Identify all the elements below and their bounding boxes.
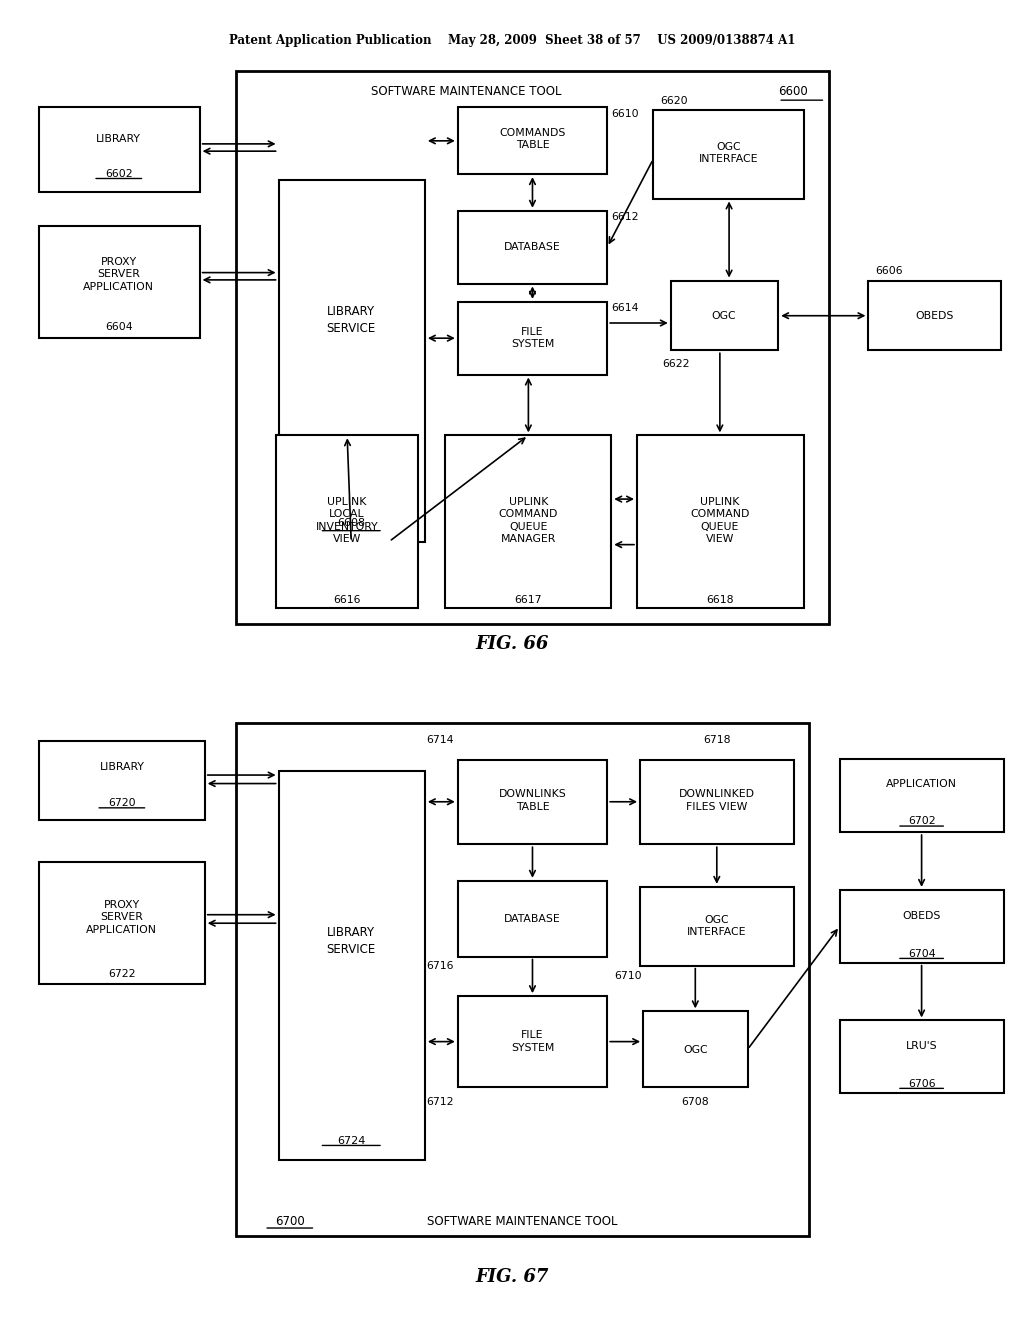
Text: 6708: 6708 [682, 1097, 709, 1106]
Text: 6612: 6612 [611, 211, 639, 222]
Text: 6712: 6712 [427, 1097, 454, 1106]
Text: 6608: 6608 [337, 519, 366, 528]
Text: PROXY
SERVER
APPLICATION: PROXY SERVER APPLICATION [86, 900, 158, 935]
Text: 6610: 6610 [611, 108, 639, 119]
Text: PROXY
SERVER
APPLICATION: PROXY SERVER APPLICATION [83, 257, 155, 292]
Text: 6722: 6722 [109, 969, 135, 978]
Text: 6714: 6714 [427, 735, 454, 744]
Bar [39, 226, 200, 338]
Text: FILE
SYSTEM: FILE SYSTEM [511, 1031, 554, 1053]
Bar [671, 281, 778, 350]
Bar [840, 890, 1004, 962]
Bar [39, 741, 205, 820]
Bar [39, 107, 200, 193]
Text: 6718: 6718 [703, 735, 730, 744]
Text: 6622: 6622 [663, 359, 689, 368]
Text: 6724: 6724 [337, 1135, 366, 1146]
Text: DOWNLINKED
FILES VIEW: DOWNLINKED FILES VIEW [679, 789, 755, 812]
Text: UPLINK
LOCAL
INVENTORY
VIEW: UPLINK LOCAL INVENTORY VIEW [315, 496, 379, 544]
Text: OBEDS: OBEDS [902, 911, 941, 921]
Bar [637, 436, 804, 609]
Bar [640, 760, 794, 845]
Text: 6617: 6617 [515, 595, 542, 606]
Text: 6604: 6604 [105, 322, 132, 333]
Bar [653, 111, 804, 198]
Bar [458, 880, 607, 957]
Text: OGC: OGC [683, 1044, 708, 1055]
Text: 6606: 6606 [876, 267, 903, 276]
Bar [840, 759, 1004, 832]
Bar [39, 862, 205, 983]
Text: 6700: 6700 [274, 1216, 305, 1229]
Text: 6720: 6720 [109, 799, 135, 808]
Bar [236, 723, 809, 1236]
Text: OGC
INTERFACE: OGC INTERFACE [699, 141, 759, 164]
Text: 6702: 6702 [908, 816, 935, 826]
Text: DATABASE: DATABASE [504, 913, 561, 924]
Text: COMMANDS
TABLE: COMMANDS TABLE [500, 128, 565, 150]
Bar [236, 71, 829, 623]
Text: SOFTWARE MAINTENANCE TOOL: SOFTWARE MAINTENANCE TOOL [427, 1216, 617, 1229]
Text: 6618: 6618 [707, 595, 733, 606]
Text: OGC
INTERFACE: OGC INTERFACE [687, 915, 746, 937]
Bar [458, 107, 607, 174]
Text: 6704: 6704 [908, 949, 935, 958]
Text: UPLINK
COMMAND
QUEUE
MANAGER: UPLINK COMMAND QUEUE MANAGER [499, 496, 558, 544]
Bar [445, 436, 611, 609]
Text: 6706: 6706 [908, 1080, 935, 1089]
Text: FIG. 66: FIG. 66 [475, 635, 549, 652]
Text: FILE
SYSTEM: FILE SYSTEM [511, 327, 554, 350]
Bar [868, 281, 1001, 350]
Text: LIBRARY
SERVICE: LIBRARY SERVICE [327, 305, 376, 335]
Text: OBEDS: OBEDS [915, 310, 954, 321]
Text: DOWNLINKS
TABLE: DOWNLINKS TABLE [499, 789, 566, 812]
Text: 6710: 6710 [614, 972, 642, 981]
Text: APPLICATION: APPLICATION [886, 779, 957, 788]
Text: SOFTWARE MAINTENANCE TOOL: SOFTWARE MAINTENANCE TOOL [371, 84, 561, 98]
Bar [276, 436, 418, 609]
Bar [840, 1020, 1004, 1093]
Bar [458, 302, 607, 375]
Text: Patent Application Publication    May 28, 2009  Sheet 38 of 57    US 2009/013887: Patent Application Publication May 28, 2… [228, 34, 796, 48]
Text: LRU'S: LRU'S [906, 1041, 937, 1052]
Text: LIBRARY
SERVICE: LIBRARY SERVICE [327, 927, 376, 957]
Bar [279, 771, 425, 1160]
Text: 6614: 6614 [611, 302, 639, 313]
Bar [643, 1011, 748, 1088]
Text: OGC: OGC [712, 310, 736, 321]
Text: 6620: 6620 [660, 96, 688, 107]
Bar [458, 211, 607, 284]
Text: LIBRARY: LIBRARY [96, 135, 141, 144]
Text: LIBRARY: LIBRARY [99, 762, 144, 772]
Text: UPLINK
COMMAND
QUEUE
VIEW: UPLINK COMMAND QUEUE VIEW [690, 496, 750, 544]
Bar [640, 887, 794, 966]
Text: 6616: 6616 [334, 595, 360, 606]
Bar [279, 181, 425, 541]
Text: FIG. 67: FIG. 67 [475, 1269, 549, 1286]
Text: 6716: 6716 [427, 961, 454, 970]
Text: 6600: 6600 [778, 84, 808, 98]
Bar [458, 760, 607, 845]
Text: 6602: 6602 [105, 169, 132, 180]
Text: DATABASE: DATABASE [504, 242, 561, 252]
Bar [458, 997, 607, 1088]
